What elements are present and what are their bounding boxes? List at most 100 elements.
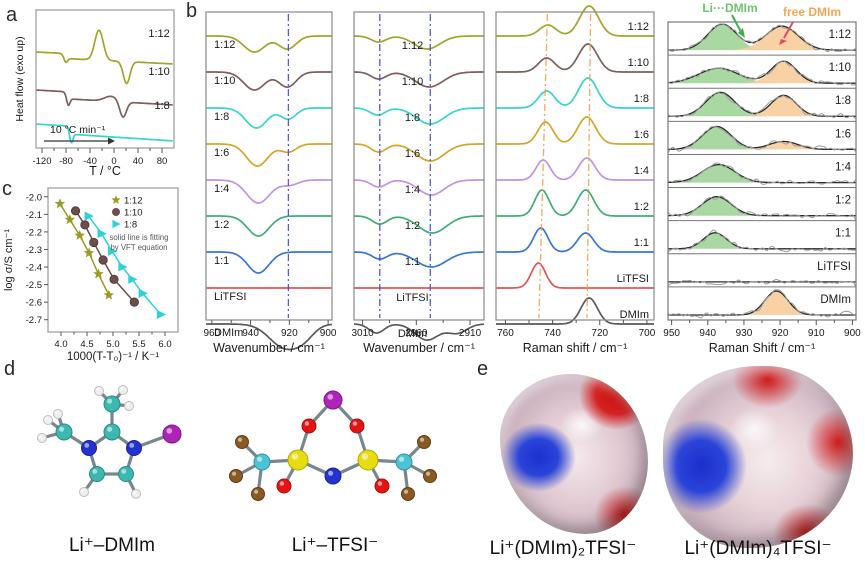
- svg-text:DMIm: DMIm: [398, 328, 427, 340]
- svg-text:Raman Shift / cm⁻¹: Raman Shift / cm⁻¹: [709, 341, 816, 355]
- svg-text:1:10: 1:10: [402, 76, 423, 88]
- svg-text:-2.1: -2.1: [26, 210, 42, 221]
- svg-text:5.5: 5.5: [132, 339, 145, 350]
- esp-surface-4dmim: [663, 366, 853, 548]
- svg-text:DMIm: DMIm: [820, 294, 851, 306]
- svg-text:-2.0: -2.0: [26, 192, 42, 203]
- esp-surface-2dmim: [500, 374, 648, 534]
- svg-text:1:4: 1:4: [835, 161, 852, 173]
- svg-text:2910: 2910: [459, 328, 482, 339]
- svg-text:-2.3: -2.3: [26, 245, 42, 256]
- svg-text:1:2: 1:2: [634, 201, 649, 213]
- caption-esp-2: Li⁺(DMIm)₂TFSI⁻: [489, 538, 637, 559]
- panel-letter-b: b: [186, 0, 198, 22]
- svg-text:3010: 3010: [351, 328, 374, 339]
- svg-text:5.0: 5.0: [106, 339, 119, 350]
- svg-text:1000(T-T₀)⁻¹ / K⁻¹: 1000(T-T₀)⁻¹ / K⁻¹: [67, 351, 159, 363]
- panel-letter-c: c: [2, 178, 12, 200]
- svg-text:DMIm: DMIm: [214, 327, 243, 339]
- svg-text:1:8: 1:8: [124, 220, 137, 231]
- svg-text:Wavenumber / cm⁻¹: Wavenumber / cm⁻¹: [213, 341, 325, 355]
- svg-text:900: 900: [844, 328, 861, 339]
- svg-text:1:8: 1:8: [405, 112, 420, 124]
- svg-text:1:4: 1:4: [214, 183, 229, 195]
- svg-text:80: 80: [157, 156, 168, 167]
- svg-text:2960: 2960: [405, 328, 428, 339]
- svg-text:740: 740: [544, 328, 561, 339]
- raman-wide-chart: 1:12 1:10 1:8 1:6 1:4 1:2 1:1 LiTFSI DMIm 760 740 7…: [495, 5, 656, 355]
- svg-text:by VFT equation: by VFT equation: [110, 243, 167, 252]
- svg-text:1:6: 1:6: [835, 128, 851, 140]
- svg-text:log σ/S cm⁻¹: log σ/S cm⁻¹: [3, 229, 15, 291]
- svg-text:1:2: 1:2: [214, 219, 229, 231]
- svg-text:1:12: 1:12: [402, 40, 423, 52]
- molecule-li-dmim: [37, 385, 182, 499]
- svg-text:-2.6: -2.6: [26, 298, 42, 309]
- svg-text:1:1: 1:1: [405, 256, 420, 268]
- dsc-chart: -120 -80 -40 0 40 80 T / °C Heat flow (exo up) 1…: [14, 9, 175, 178]
- svg-text:1:1: 1:1: [634, 237, 649, 249]
- svg-text:-2.2: -2.2: [26, 227, 42, 238]
- svg-text:1:8: 1:8: [155, 100, 170, 112]
- svg-text:LiTFSI: LiTFSI: [617, 273, 649, 285]
- svg-text:LiTFSI: LiTFSI: [817, 261, 851, 273]
- svg-text:40: 40: [133, 156, 144, 167]
- svg-text:DMIm: DMIm: [620, 309, 649, 321]
- svg-text:1:1: 1:1: [835, 228, 851, 240]
- svg-text:1:2: 1:2: [405, 220, 420, 232]
- svg-text:LiTFSI: LiTFSI: [214, 291, 246, 303]
- svg-text:1:8: 1:8: [634, 93, 649, 105]
- svg-text:1:10: 1:10: [829, 62, 851, 74]
- svg-text:1:8: 1:8: [835, 95, 851, 107]
- svg-text:Heat flow (exo up): Heat flow (exo up): [14, 36, 26, 121]
- svg-text:solid line is fitting: solid line is fitting: [110, 233, 169, 242]
- svg-text:Raman shift / cm⁻¹: Raman shift / cm⁻¹: [523, 341, 628, 355]
- svg-text:950: 950: [663, 328, 680, 339]
- svg-text:1:6: 1:6: [634, 129, 649, 141]
- caption-li-dmim: Li⁺–DMIm: [68, 535, 156, 556]
- caption-esp-4: Li⁺(DMIm)₄TFSI⁻: [684, 538, 832, 559]
- svg-text:1:2: 1:2: [835, 195, 851, 207]
- svg-text:1:10: 1:10: [148, 66, 169, 78]
- svg-text:0: 0: [111, 156, 116, 167]
- svg-text:-120: -120: [32, 156, 51, 167]
- svg-text:6.0: 6.0: [158, 339, 171, 350]
- svg-text:Li···DMIm: Li···DMIm: [702, 1, 757, 15]
- svg-text:1:6: 1:6: [214, 147, 229, 159]
- svg-text:1:12: 1:12: [829, 29, 851, 41]
- svg-text:700: 700: [639, 328, 656, 339]
- svg-text:940: 940: [699, 328, 716, 339]
- svg-text:-2.7: -2.7: [26, 315, 42, 326]
- svg-text:-40: -40: [83, 156, 97, 167]
- svg-text:1:1: 1:1: [214, 255, 229, 267]
- svg-text:4.0: 4.0: [54, 339, 67, 350]
- svg-text:T / °C: T / °C: [89, 164, 121, 178]
- svg-text:900: 900: [320, 328, 337, 339]
- svg-text:1:4: 1:4: [634, 165, 649, 177]
- caption-li-tfsi: Li⁺–TFSI⁻: [291, 535, 379, 556]
- svg-text:1:8: 1:8: [214, 111, 229, 123]
- svg-text:1:10: 1:10: [628, 57, 649, 69]
- svg-text:LiTFSI: LiTFSI: [396, 292, 428, 304]
- svg-text:1:12: 1:12: [628, 21, 649, 33]
- panel-letter-e: e: [477, 358, 489, 380]
- svg-text:920: 920: [772, 328, 789, 339]
- raman-fit-chart: 1:12 1:10 1:8 1:6 1:4 1:2 1:1 LiTFSI DMIm 950 940 9…: [663, 1, 861, 355]
- svg-text:free DMIm: free DMIm: [783, 5, 841, 19]
- svg-text:720: 720: [591, 328, 608, 339]
- svg-text:760: 760: [497, 328, 514, 339]
- svg-text:1:12: 1:12: [148, 28, 169, 40]
- svg-text:1:12: 1:12: [214, 39, 235, 51]
- conductivity-chart: -2.0 -2.1 -2.2 -2.3 -2.4 -2.5 -2.6 -2.7 4.0 4.5 5.…: [3, 187, 179, 363]
- molecule-li-tfsi: [229, 390, 437, 501]
- svg-text:1:12: 1:12: [124, 196, 143, 207]
- svg-text:Wavenumber / cm⁻¹: Wavenumber / cm⁻¹: [363, 341, 475, 355]
- svg-text:1:4: 1:4: [405, 184, 420, 196]
- svg-text:1:10: 1:10: [124, 208, 143, 219]
- panel-letter-a: a: [6, 4, 18, 26]
- svg-text:10 °C min⁻¹: 10 °C min⁻¹: [50, 124, 106, 136]
- svg-text:960: 960: [203, 328, 220, 339]
- svg-text:910: 910: [808, 328, 825, 339]
